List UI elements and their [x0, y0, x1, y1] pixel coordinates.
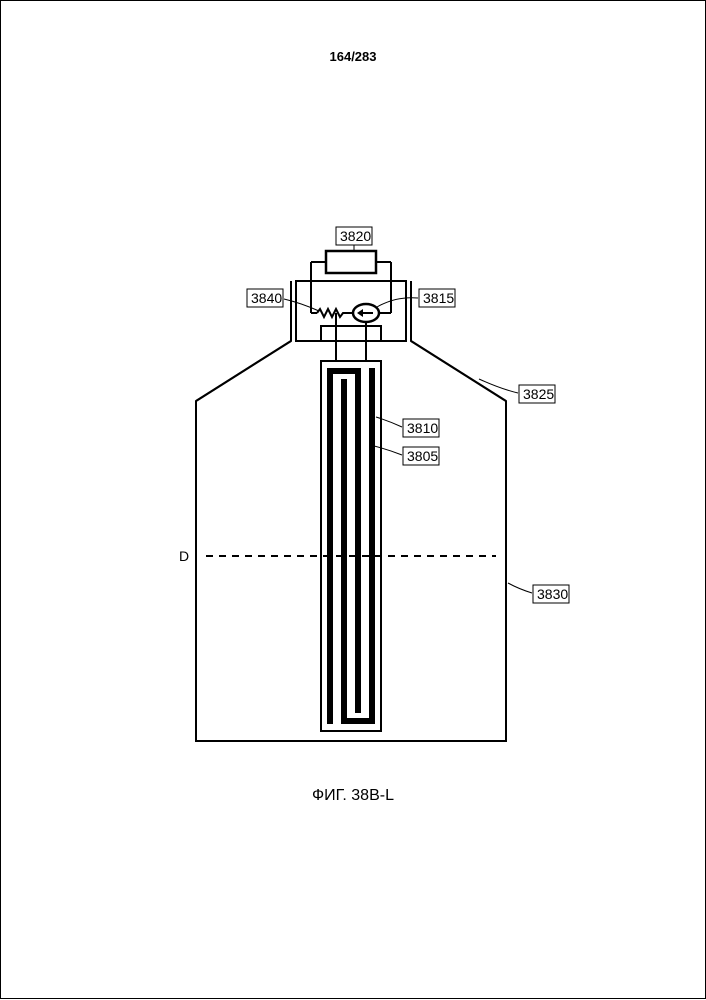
circuit-box [296, 281, 406, 341]
label-D: D [179, 548, 189, 564]
component-3820 [326, 251, 376, 273]
diagram-svg: D 3820 3840 3815 3825 3810 3805 3830 [1, 1, 706, 1000]
figure-caption: ФИГ. 38B-L [1, 787, 705, 805]
ref-3810: 3810 [407, 420, 438, 436]
ref-3820: 3820 [340, 228, 371, 244]
ref-3815: 3815 [423, 290, 454, 306]
ref-3840: 3840 [251, 290, 282, 306]
ref-3805: 3805 [407, 448, 438, 464]
ref-3830: 3830 [537, 586, 568, 602]
resistor-3840 [317, 309, 345, 317]
page-frame: 164/283 [0, 0, 706, 999]
ref-3825: 3825 [523, 386, 554, 402]
